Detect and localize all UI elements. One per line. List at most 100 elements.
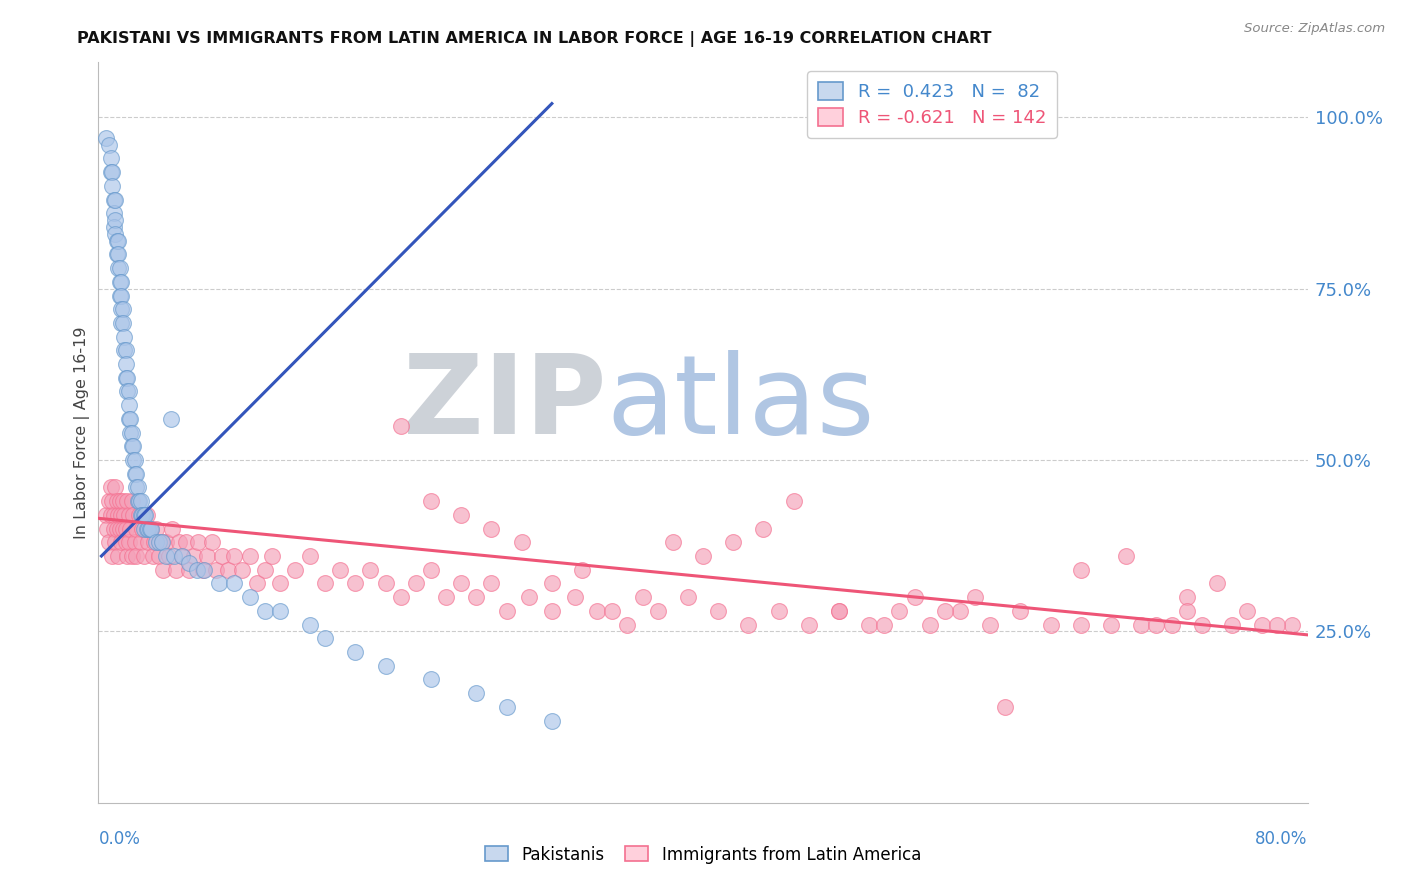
Point bbox=[108, 522, 131, 536]
Legend: Pakistanis, Immigrants from Latin America: Pakistanis, Immigrants from Latin Americ… bbox=[478, 839, 928, 871]
Point bbox=[114, 371, 136, 385]
Point bbox=[105, 247, 128, 261]
Point bbox=[510, 535, 533, 549]
Point bbox=[314, 576, 336, 591]
Point bbox=[676, 590, 699, 604]
Point bbox=[195, 549, 218, 563]
Point bbox=[979, 617, 1001, 632]
Point bbox=[1267, 617, 1289, 632]
Point bbox=[616, 617, 638, 632]
Point bbox=[108, 494, 131, 508]
Point bbox=[420, 563, 443, 577]
Point bbox=[329, 563, 352, 577]
Point bbox=[152, 563, 174, 577]
Point bbox=[103, 193, 125, 207]
Point bbox=[125, 522, 148, 536]
Point bbox=[111, 494, 134, 508]
Point bbox=[239, 549, 262, 563]
Point bbox=[125, 549, 148, 563]
Point bbox=[114, 343, 136, 358]
Point bbox=[114, 357, 136, 371]
Text: atlas: atlas bbox=[606, 350, 875, 457]
Point bbox=[104, 535, 127, 549]
Point bbox=[314, 632, 336, 646]
Point bbox=[797, 617, 820, 632]
Point bbox=[495, 699, 517, 714]
Point bbox=[174, 535, 197, 549]
Point bbox=[104, 480, 127, 494]
Point bbox=[100, 508, 122, 522]
Point bbox=[517, 590, 540, 604]
Point bbox=[108, 288, 131, 302]
Point bbox=[405, 576, 427, 591]
Point bbox=[205, 563, 228, 577]
Point bbox=[131, 508, 153, 522]
Point bbox=[98, 137, 121, 152]
Point bbox=[1010, 604, 1032, 618]
Point bbox=[1175, 590, 1198, 604]
Text: 0.0%: 0.0% bbox=[98, 830, 141, 847]
Point bbox=[107, 508, 129, 522]
Point bbox=[112, 343, 135, 358]
Point bbox=[586, 604, 609, 618]
Y-axis label: In Labor Force | Age 16-19: In Labor Force | Age 16-19 bbox=[75, 326, 90, 539]
Point bbox=[193, 563, 215, 577]
Point bbox=[108, 275, 131, 289]
Point bbox=[262, 549, 284, 563]
Point bbox=[115, 371, 138, 385]
Point bbox=[121, 439, 143, 453]
Point bbox=[994, 699, 1017, 714]
Point bbox=[183, 549, 205, 563]
Point bbox=[889, 604, 911, 618]
Point bbox=[224, 576, 246, 591]
Point bbox=[127, 494, 149, 508]
Point bbox=[105, 494, 128, 508]
Point bbox=[1236, 604, 1258, 618]
Point bbox=[420, 494, 443, 508]
Point bbox=[120, 425, 142, 440]
Point bbox=[136, 535, 159, 549]
Point bbox=[107, 261, 129, 276]
Point bbox=[110, 302, 132, 317]
Point bbox=[120, 412, 142, 426]
Point bbox=[120, 522, 142, 536]
Point bbox=[145, 535, 167, 549]
Point bbox=[1191, 617, 1213, 632]
Point bbox=[100, 152, 122, 166]
Point bbox=[128, 494, 150, 508]
Point bbox=[269, 576, 291, 591]
Point bbox=[170, 549, 193, 563]
Point bbox=[768, 604, 790, 618]
Point bbox=[450, 508, 472, 522]
Point bbox=[374, 576, 396, 591]
Point bbox=[201, 535, 224, 549]
Point bbox=[129, 535, 152, 549]
Point bbox=[101, 178, 124, 193]
Point bbox=[122, 508, 145, 522]
Point bbox=[253, 604, 276, 618]
Point bbox=[108, 261, 131, 276]
Point bbox=[121, 425, 143, 440]
Point bbox=[949, 604, 972, 618]
Point bbox=[132, 522, 155, 536]
Point bbox=[1115, 549, 1137, 563]
Point bbox=[858, 617, 880, 632]
Point bbox=[1175, 604, 1198, 618]
Point bbox=[110, 275, 132, 289]
Point bbox=[661, 535, 683, 549]
Point bbox=[631, 590, 654, 604]
Point bbox=[118, 384, 141, 399]
Point bbox=[124, 453, 146, 467]
Point bbox=[101, 494, 124, 508]
Point bbox=[96, 522, 118, 536]
Point bbox=[465, 686, 488, 700]
Text: PAKISTANI VS IMMIGRANTS FROM LATIN AMERICA IN LABOR FORCE | AGE 16-19 CORRELATIO: PAKISTANI VS IMMIGRANTS FROM LATIN AMERI… bbox=[77, 31, 991, 47]
Point bbox=[564, 590, 586, 604]
Point bbox=[450, 576, 472, 591]
Point bbox=[186, 563, 208, 577]
Point bbox=[131, 522, 153, 536]
Point bbox=[434, 590, 457, 604]
Point bbox=[389, 418, 412, 433]
Point bbox=[344, 576, 367, 591]
Point bbox=[208, 576, 231, 591]
